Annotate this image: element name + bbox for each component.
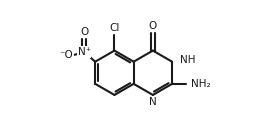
Text: ⁻O: ⁻O [60,50,73,60]
Text: NH: NH [180,55,195,65]
Text: N⁺: N⁺ [78,47,91,57]
Text: O: O [149,21,157,31]
Text: NH₂: NH₂ [192,79,211,89]
Text: Cl: Cl [109,23,120,33]
Text: O: O [80,27,88,37]
Text: N: N [149,97,157,107]
